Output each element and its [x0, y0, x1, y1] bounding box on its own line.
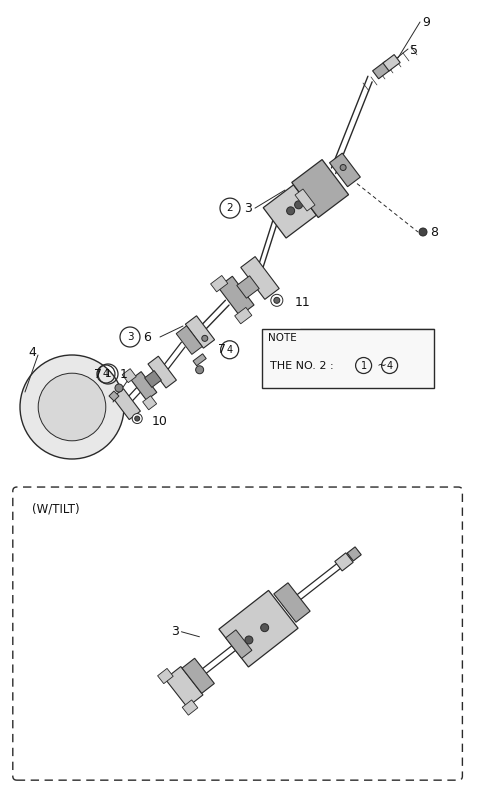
Polygon shape: [237, 276, 259, 299]
Text: 10: 10: [151, 415, 167, 428]
Polygon shape: [274, 583, 310, 623]
Circle shape: [271, 295, 283, 307]
Circle shape: [135, 416, 140, 421]
Text: 8: 8: [430, 226, 438, 238]
Polygon shape: [263, 185, 316, 238]
Polygon shape: [292, 159, 348, 218]
Polygon shape: [148, 356, 177, 388]
Text: 9: 9: [422, 16, 430, 29]
Text: 7: 7: [217, 343, 226, 356]
Text: 4: 4: [227, 345, 233, 355]
Text: 1: 1: [105, 369, 111, 379]
Polygon shape: [335, 553, 353, 571]
Polygon shape: [226, 630, 252, 658]
Text: NOTE: NOTE: [268, 333, 296, 343]
Polygon shape: [211, 276, 228, 292]
Polygon shape: [193, 354, 206, 366]
Circle shape: [132, 413, 142, 424]
Text: 11: 11: [295, 296, 311, 309]
Polygon shape: [185, 316, 215, 348]
Polygon shape: [157, 668, 173, 683]
Text: (W/TILT): (W/TILT): [32, 503, 79, 516]
Polygon shape: [347, 546, 361, 561]
Polygon shape: [218, 276, 254, 316]
Circle shape: [196, 366, 204, 374]
Polygon shape: [176, 326, 202, 354]
Text: 1: 1: [120, 367, 128, 380]
Polygon shape: [109, 391, 119, 401]
Text: 4: 4: [103, 369, 109, 379]
Polygon shape: [219, 590, 298, 667]
Circle shape: [245, 636, 253, 644]
FancyBboxPatch shape: [13, 487, 462, 780]
Bar: [262, 329, 434, 388]
Polygon shape: [295, 189, 315, 211]
Polygon shape: [329, 153, 360, 187]
Text: 3: 3: [244, 202, 252, 215]
Circle shape: [115, 384, 123, 392]
Circle shape: [287, 207, 295, 215]
Circle shape: [20, 355, 124, 459]
Polygon shape: [112, 389, 140, 420]
Circle shape: [274, 297, 280, 303]
Text: 6: 6: [143, 330, 151, 344]
Polygon shape: [143, 396, 156, 409]
Text: 3: 3: [171, 625, 180, 638]
Circle shape: [295, 201, 302, 209]
Polygon shape: [122, 368, 136, 383]
Polygon shape: [372, 61, 391, 79]
Polygon shape: [144, 371, 161, 387]
Text: 5: 5: [410, 44, 418, 56]
Circle shape: [340, 165, 346, 170]
Text: 7: 7: [94, 367, 102, 380]
Circle shape: [202, 335, 208, 341]
Polygon shape: [131, 371, 157, 400]
Circle shape: [419, 228, 427, 236]
Polygon shape: [383, 55, 400, 71]
Text: 3: 3: [127, 332, 133, 342]
Polygon shape: [235, 307, 252, 324]
Polygon shape: [182, 658, 215, 693]
Text: 4: 4: [28, 345, 36, 359]
Text: 1: 1: [360, 360, 367, 371]
Polygon shape: [165, 667, 203, 707]
Text: THE NO. 2 :: THE NO. 2 :: [270, 360, 337, 371]
Text: ~: ~: [373, 360, 390, 371]
Text: 4: 4: [386, 360, 393, 371]
Polygon shape: [241, 257, 279, 299]
Text: 2: 2: [227, 203, 233, 213]
Polygon shape: [182, 700, 198, 715]
Circle shape: [38, 373, 106, 441]
Circle shape: [261, 623, 269, 632]
